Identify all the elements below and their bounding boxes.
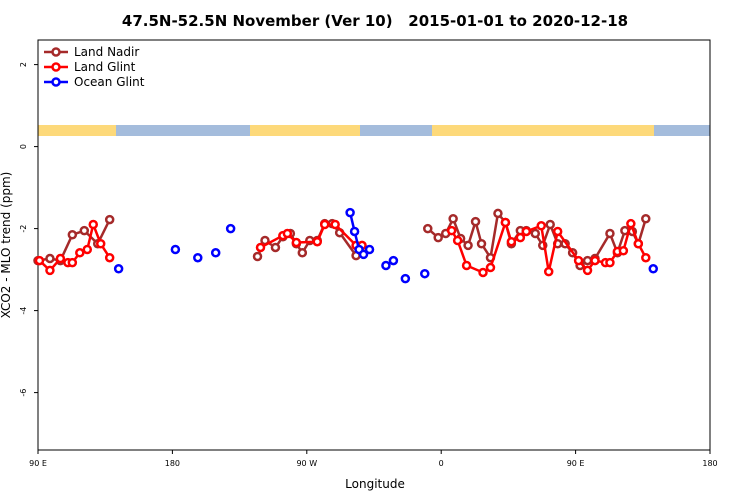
data-point: [543, 266, 554, 277]
y-axis-label: XCO2 - MLO trend (ppm): [0, 172, 13, 319]
data-point: [358, 249, 369, 260]
data-point: [104, 252, 115, 263]
legend-marker: [51, 62, 61, 72]
legend-label: Land Glint: [74, 60, 136, 74]
data-point: [193, 252, 203, 263]
data-point: [618, 245, 629, 256]
chart-title: 47.5N-52.5N November (Ver 10) 2015-01-01…: [122, 12, 628, 30]
data-point: [446, 225, 457, 236]
x-tick-label: 0: [439, 459, 444, 468]
data-point: [297, 248, 308, 258]
data-point: [255, 242, 266, 253]
data-point: [545, 219, 555, 230]
data-point: [521, 226, 532, 237]
data-point: [345, 207, 355, 218]
y-tick-label: -2: [19, 225, 28, 233]
data-point: [282, 228, 293, 239]
data-point: [461, 260, 472, 271]
land-band: [432, 125, 654, 136]
data-point: [470, 216, 481, 227]
data-point: [530, 228, 541, 239]
x-tick-label: 90 W: [296, 459, 317, 468]
data-point: [536, 220, 547, 231]
data-point: [34, 255, 45, 266]
data-point: [67, 257, 78, 268]
data-point: [423, 223, 433, 234]
data-point: [400, 273, 411, 284]
data-point: [45, 253, 55, 264]
data-point: [452, 235, 463, 246]
y-tick-label: 2: [19, 62, 28, 67]
data-point: [270, 242, 281, 253]
data-point: [75, 248, 85, 258]
data-point: [67, 230, 78, 240]
data-point: [88, 219, 99, 230]
data-point: [582, 255, 593, 266]
x-tick-label: 180: [702, 459, 717, 468]
data-point: [82, 244, 93, 255]
y-tick-label: -4: [19, 307, 28, 315]
data-point: [433, 232, 443, 243]
legend-label: Ocean Glint: [74, 75, 145, 89]
data-point: [552, 226, 563, 237]
land-ocean-strip: [38, 125, 710, 136]
data-point: [485, 262, 496, 273]
data-point: [515, 232, 526, 243]
data-point: [319, 219, 330, 230]
land-band: [38, 125, 116, 136]
data-point: [500, 217, 511, 228]
data-point: [648, 264, 659, 274]
data-point: [582, 265, 593, 276]
data-point: [641, 252, 651, 263]
data-point: [605, 257, 615, 268]
data-point: [493, 208, 503, 219]
data-point: [626, 218, 636, 229]
y-tick-label: -6: [19, 389, 28, 397]
legend-marker: [51, 47, 61, 57]
data-point: [225, 223, 236, 234]
data-point: [463, 240, 473, 251]
data-point: [291, 237, 302, 248]
data-point: [605, 228, 615, 239]
data-point: [476, 239, 487, 249]
x-tick-label: 90 E: [29, 459, 47, 468]
data-point: [633, 239, 644, 249]
x-axis-label: Longitude: [345, 477, 405, 491]
ocean-band: [38, 125, 710, 136]
data-point: [170, 244, 181, 255]
data-point: [95, 239, 106, 249]
data-point: [448, 214, 458, 224]
x-tick-label: 180: [165, 459, 180, 468]
data-point: [573, 255, 584, 266]
land-band: [250, 125, 360, 136]
plot-frame: [37, 39, 711, 451]
data-point: [104, 214, 115, 225]
data-point: [55, 253, 66, 264]
data-point: [349, 226, 360, 237]
data-point: [381, 260, 391, 271]
data-point: [79, 225, 90, 236]
legend-label: Land Nadir: [74, 45, 139, 59]
data-point: [641, 214, 651, 224]
data-point: [210, 248, 221, 258]
data-point: [478, 267, 488, 278]
data-point: [113, 264, 124, 274]
legend-marker: [51, 77, 61, 87]
data-point: [420, 268, 430, 279]
data-point: [506, 236, 517, 247]
data-point: [312, 236, 323, 247]
data-point: [388, 255, 399, 266]
data-point: [330, 219, 340, 230]
data-point: [45, 265, 55, 276]
data-point: [590, 255, 600, 266]
y-tick-label: 0: [19, 144, 28, 149]
data-point: [364, 244, 375, 255]
x-tick-label: 90 E: [567, 459, 585, 468]
data-point: [252, 251, 263, 262]
